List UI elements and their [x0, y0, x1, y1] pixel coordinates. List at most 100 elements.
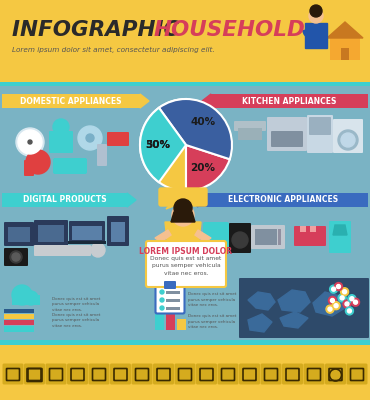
Text: 40%: 40% [190, 117, 215, 127]
Circle shape [326, 305, 334, 313]
Circle shape [352, 298, 360, 306]
Polygon shape [305, 23, 327, 48]
Text: Donec quis est sit amet
purus semper vehicula
vitae nec eros.: Donec quis est sit amet purus semper veh… [150, 256, 222, 276]
Circle shape [341, 133, 355, 147]
FancyBboxPatch shape [4, 326, 34, 332]
FancyBboxPatch shape [346, 364, 367, 384]
Circle shape [309, 9, 323, 23]
Polygon shape [166, 204, 179, 209]
Text: 20%: 20% [190, 163, 215, 173]
FancyBboxPatch shape [307, 115, 333, 153]
Circle shape [348, 295, 356, 303]
FancyBboxPatch shape [155, 282, 185, 314]
Circle shape [332, 302, 340, 310]
Circle shape [338, 130, 358, 150]
Polygon shape [140, 94, 149, 108]
Circle shape [340, 288, 349, 296]
Polygon shape [155, 230, 171, 242]
FancyBboxPatch shape [4, 222, 34, 246]
FancyBboxPatch shape [110, 364, 131, 384]
Circle shape [12, 285, 32, 305]
FancyBboxPatch shape [4, 314, 34, 319]
Polygon shape [202, 94, 211, 108]
Wedge shape [186, 145, 230, 191]
FancyBboxPatch shape [34, 220, 68, 246]
FancyBboxPatch shape [330, 38, 360, 60]
FancyBboxPatch shape [164, 281, 176, 289]
FancyBboxPatch shape [46, 364, 67, 384]
Text: INFOGRAPHIC: INFOGRAPHIC [12, 20, 187, 40]
FancyBboxPatch shape [2, 193, 127, 207]
Circle shape [174, 199, 192, 217]
Circle shape [343, 300, 351, 308]
FancyBboxPatch shape [229, 223, 251, 253]
Circle shape [347, 309, 352, 313]
Text: Donec quis est sit amet
purus semper vehicula
vitae nec eros.: Donec quis est sit amet purus semper veh… [52, 297, 100, 312]
FancyBboxPatch shape [155, 314, 164, 330]
FancyBboxPatch shape [67, 364, 88, 384]
Text: Donec quis est sit amet
purus semper vehicula
vitae nec eros.: Donec quis est sit amet purus semper veh… [188, 314, 236, 329]
Text: HOUSEHOLD: HOUSEHOLD [154, 20, 306, 40]
FancyBboxPatch shape [131, 364, 152, 384]
FancyBboxPatch shape [251, 225, 285, 249]
FancyBboxPatch shape [69, 221, 105, 243]
Circle shape [86, 134, 94, 142]
FancyBboxPatch shape [166, 291, 180, 294]
Circle shape [232, 232, 248, 248]
FancyBboxPatch shape [2, 94, 140, 108]
FancyBboxPatch shape [72, 226, 102, 240]
Circle shape [10, 251, 22, 263]
Polygon shape [280, 312, 308, 328]
Circle shape [336, 284, 340, 288]
Circle shape [343, 290, 347, 294]
FancyBboxPatch shape [111, 222, 125, 242]
FancyBboxPatch shape [294, 226, 326, 246]
Polygon shape [165, 222, 201, 250]
Circle shape [26, 150, 50, 174]
FancyBboxPatch shape [0, 340, 370, 345]
FancyBboxPatch shape [166, 308, 175, 330]
Circle shape [340, 296, 344, 300]
FancyBboxPatch shape [260, 364, 282, 384]
Circle shape [53, 119, 69, 135]
FancyBboxPatch shape [300, 226, 306, 232]
FancyBboxPatch shape [24, 364, 45, 384]
FancyBboxPatch shape [271, 131, 303, 147]
Polygon shape [248, 314, 272, 332]
Polygon shape [248, 292, 275, 310]
Text: 30%: 30% [145, 140, 170, 150]
Circle shape [78, 126, 102, 150]
FancyBboxPatch shape [97, 144, 107, 166]
Circle shape [345, 302, 349, 306]
FancyBboxPatch shape [34, 245, 91, 256]
Circle shape [28, 140, 32, 144]
FancyBboxPatch shape [107, 132, 129, 146]
FancyBboxPatch shape [146, 241, 226, 287]
Circle shape [329, 296, 336, 304]
Polygon shape [171, 212, 195, 222]
Polygon shape [278, 290, 310, 312]
FancyBboxPatch shape [218, 364, 239, 384]
Circle shape [160, 298, 164, 302]
Circle shape [24, 291, 38, 305]
FancyBboxPatch shape [282, 364, 303, 384]
Circle shape [160, 290, 164, 294]
FancyBboxPatch shape [4, 309, 34, 313]
Polygon shape [313, 292, 345, 316]
Text: Donec quis est sit amet
purus semper vehicula
vitae nec eros.: Donec quis est sit amet purus semper veh… [188, 292, 236, 307]
Circle shape [334, 304, 338, 308]
Polygon shape [189, 193, 198, 207]
FancyBboxPatch shape [329, 221, 351, 253]
FancyBboxPatch shape [12, 295, 40, 305]
Text: 50%: 50% [145, 140, 170, 150]
FancyBboxPatch shape [225, 234, 230, 242]
FancyBboxPatch shape [0, 0, 370, 82]
Text: LOREM IPSUM DOLOR: LOREM IPSUM DOLOR [139, 246, 233, 256]
FancyBboxPatch shape [166, 307, 180, 310]
FancyBboxPatch shape [3, 364, 24, 384]
FancyBboxPatch shape [107, 216, 129, 246]
FancyBboxPatch shape [278, 229, 281, 245]
Polygon shape [327, 22, 363, 38]
FancyBboxPatch shape [198, 193, 368, 207]
Circle shape [334, 282, 343, 290]
